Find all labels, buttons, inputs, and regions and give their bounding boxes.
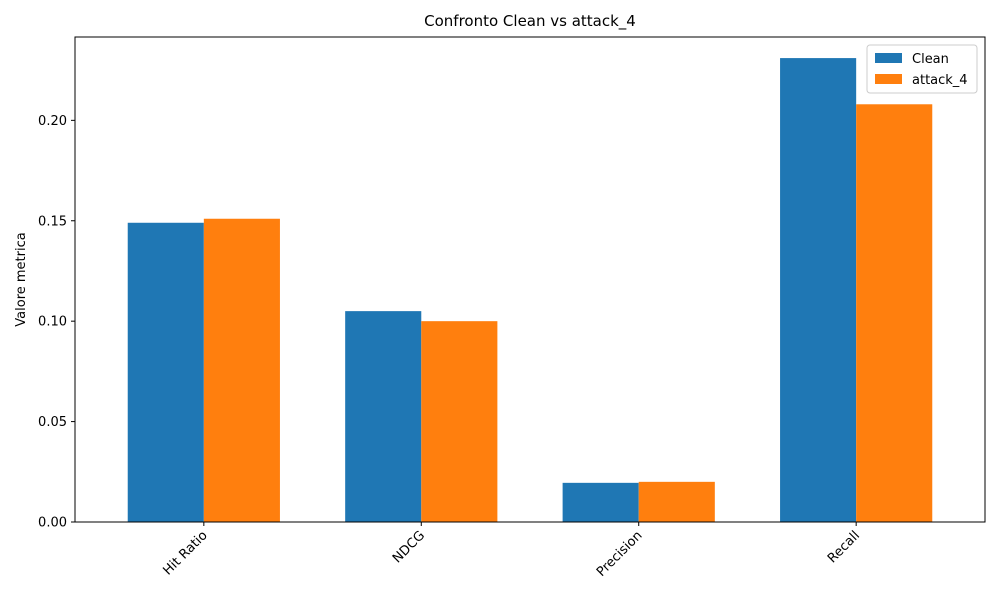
bar-attack-4-precision [638, 481, 715, 522]
x-tick-label: Recall [825, 528, 863, 566]
bar-clean-precision [562, 482, 639, 522]
y-axis-label: Valore metrica [14, 232, 29, 326]
legend: Clean attack_4 [866, 44, 978, 94]
bar-clean-recall [780, 58, 857, 523]
y-tick-label: 0.10 [38, 315, 67, 330]
legend-label-attack-4: attack_4 [912, 73, 968, 88]
plot-area [74, 36, 986, 523]
y-tick-label: 0.15 [38, 214, 67, 229]
y-tick-label: 0.00 [38, 516, 67, 531]
legend-label-clean: Clean [912, 52, 949, 67]
y-axis: 0.00 0.05 0.10 0.15 0.20 [38, 114, 75, 531]
bar-attack-4-ndcg [421, 321, 498, 522]
x-tick-label: Hit Ratio [160, 528, 210, 578]
legend-swatch-attack-4 [875, 74, 902, 84]
legend-swatch-clean [875, 53, 902, 63]
bar-clean-ndcg [345, 311, 422, 522]
y-tick-label: 0.05 [38, 415, 67, 430]
bar-clean-hit-ratio [127, 222, 204, 522]
chart-title: Confronto Clean vs attack_4 [424, 12, 636, 31]
x-tick-label: NDCG [390, 528, 428, 566]
axes-frame [74, 36, 986, 523]
x-axis: Hit Ratio NDCG Precision Recall [160, 522, 863, 580]
y-tick-label: 0.20 [38, 114, 67, 129]
x-tick-label: Precision [594, 528, 646, 580]
bar-attack-4-hit-ratio [203, 218, 280, 522]
bar-attack-4-recall [856, 104, 933, 522]
